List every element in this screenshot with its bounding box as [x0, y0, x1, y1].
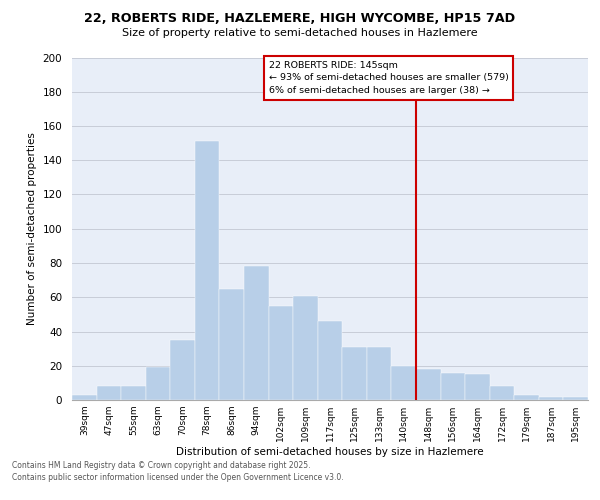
Bar [170, 340, 195, 400]
Text: Contains HM Land Registry data © Crown copyright and database right 2025.: Contains HM Land Registry data © Crown c… [12, 460, 311, 469]
Bar [367, 347, 391, 400]
Bar [514, 395, 539, 400]
Text: 22, ROBERTS RIDE, HAZLEMERE, HIGH WYCOMBE, HP15 7AD: 22, ROBERTS RIDE, HAZLEMERE, HIGH WYCOMB… [85, 12, 515, 26]
Bar [220, 288, 244, 400]
Bar [490, 386, 514, 400]
Bar [391, 366, 416, 400]
X-axis label: Distribution of semi-detached houses by size in Hazlemere: Distribution of semi-detached houses by … [176, 447, 484, 457]
Bar [121, 386, 146, 400]
Text: Contains public sector information licensed under the Open Government Licence v3: Contains public sector information licen… [12, 473, 344, 482]
Bar [293, 296, 318, 400]
Bar [97, 386, 121, 400]
Bar [244, 266, 269, 400]
Bar [465, 374, 490, 400]
Bar [539, 396, 563, 400]
Bar [342, 347, 367, 400]
Bar [416, 369, 440, 400]
Text: Size of property relative to semi-detached houses in Hazlemere: Size of property relative to semi-detach… [122, 28, 478, 38]
Bar [318, 321, 342, 400]
Bar [146, 368, 170, 400]
Text: 22 ROBERTS RIDE: 145sqm
← 93% of semi-detached houses are smaller (579)
6% of se: 22 ROBERTS RIDE: 145sqm ← 93% of semi-de… [269, 61, 508, 95]
Bar [563, 396, 588, 400]
Bar [440, 372, 465, 400]
Bar [195, 142, 220, 400]
Y-axis label: Number of semi-detached properties: Number of semi-detached properties [27, 132, 37, 325]
Bar [269, 306, 293, 400]
Bar [72, 395, 97, 400]
